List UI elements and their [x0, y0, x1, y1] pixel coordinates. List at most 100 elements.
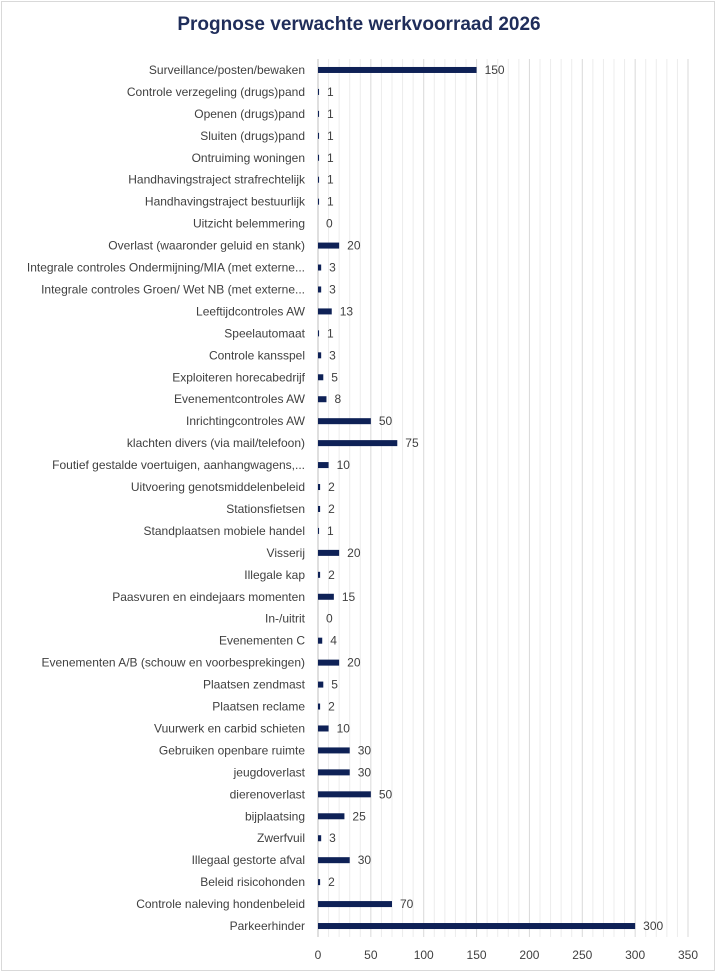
bar	[318, 549, 340, 556]
x-tick-label: 250	[572, 948, 592, 962]
category-label: Paasvuren en eindejaars momenten	[112, 590, 305, 604]
category-label: bijplaatsing	[245, 809, 305, 823]
category-label: Stationsfietsen	[226, 502, 305, 516]
bar	[318, 264, 322, 271]
data-label: 3	[329, 261, 336, 275]
bar	[318, 440, 398, 447]
data-label: 10	[337, 721, 351, 735]
category-label: Integrale controles Groen/ Wet NB (met e…	[41, 282, 305, 296]
category-label: Illegaal gestorte afval	[192, 853, 305, 867]
category-label: Standplaatsen mobiele handel	[144, 524, 305, 538]
category-label: Inrichtingcontroles AW	[186, 414, 306, 428]
data-label: 20	[347, 239, 361, 253]
category-label: Illegale kap	[244, 568, 305, 582]
bar	[318, 132, 320, 139]
data-label: 50	[379, 787, 393, 801]
data-label: 15	[342, 590, 356, 604]
category-label: Uitzicht belemmering	[193, 217, 305, 231]
data-label: 70	[400, 897, 414, 911]
data-label: 1	[327, 85, 334, 99]
bar	[318, 66, 477, 73]
bar	[318, 110, 320, 117]
category-label: Openen (drugs)pand	[194, 107, 305, 121]
bar	[318, 659, 340, 666]
category-label: Ontruiming woningen	[192, 151, 305, 165]
chart-title: Prognose verwachte werkvoorraad 2026	[177, 14, 541, 35]
bar	[318, 747, 350, 754]
bar	[318, 88, 320, 95]
x-tick-label: 350	[678, 948, 698, 962]
category-label: Leeftijdcontroles AW	[196, 304, 306, 318]
bar	[318, 593, 334, 600]
bar	[318, 505, 321, 512]
category-label: Controle naleving hondenbeleid	[136, 897, 305, 911]
data-label: 75	[405, 436, 419, 450]
bar	[318, 154, 320, 161]
data-label: 8	[334, 392, 341, 406]
bar	[318, 681, 324, 688]
data-label: 3	[329, 282, 336, 296]
data-label: 2	[328, 875, 335, 889]
data-label: 3	[329, 348, 336, 362]
bar	[318, 791, 371, 798]
bar	[318, 527, 320, 534]
bar	[318, 484, 321, 491]
bar	[318, 462, 329, 469]
data-label: 1	[327, 151, 334, 165]
x-tick-label: 0	[315, 948, 322, 962]
bar	[318, 352, 322, 359]
data-label: 150	[485, 63, 505, 77]
data-label: 30	[358, 765, 372, 779]
data-label: 13	[340, 304, 354, 318]
bar	[318, 923, 636, 930]
data-label: 10	[337, 458, 351, 472]
category-label: Sluiten (drugs)pand	[200, 129, 305, 143]
category-label: Evenementen A/B (schouw en voorbesprekin…	[42, 656, 306, 670]
bar	[318, 835, 322, 842]
x-tick-label: 100	[414, 948, 434, 962]
category-label: Speelautomaat	[224, 326, 305, 340]
category-label: Gebruiken openbare ruimte	[159, 743, 305, 757]
data-label: 1	[327, 107, 334, 121]
bar	[318, 308, 332, 315]
category-label: Integrale controles Ondermijning/MIA (me…	[27, 261, 305, 275]
data-label: 50	[379, 414, 393, 428]
bar	[318, 571, 321, 578]
bar	[318, 396, 327, 403]
category-label: Overlast (waaronder geluid en stank)	[108, 239, 305, 253]
data-label: 3	[329, 831, 336, 845]
data-label: 1	[327, 195, 334, 209]
bar	[318, 198, 320, 205]
category-label: Evenementcontroles AW	[174, 392, 306, 406]
data-label: 1	[327, 173, 334, 187]
bar	[318, 374, 324, 381]
data-label: 0	[326, 217, 333, 231]
category-label: klachten divers (via mail/telefoon)	[127, 436, 305, 450]
category-label: Handhavingstraject bestuurlijk	[145, 195, 306, 209]
category-label: Controle kansspel	[209, 348, 305, 362]
bar	[318, 330, 320, 337]
bar	[318, 813, 345, 820]
x-tick-label: 150	[467, 948, 487, 962]
category-label: Surveillance/posten/bewaken	[149, 63, 305, 77]
data-label: 2	[328, 502, 335, 516]
data-label: 5	[331, 370, 338, 384]
category-label: In-/uitrit	[265, 612, 306, 626]
data-label: 300	[643, 919, 663, 933]
data-label: 1	[327, 524, 334, 538]
bar	[318, 725, 329, 732]
category-label: Controle verzegeling (drugs)pand	[127, 85, 305, 99]
data-label: 4	[330, 634, 337, 648]
data-label: 30	[358, 743, 372, 757]
data-label: 20	[347, 546, 361, 560]
x-tick-label: 300	[625, 948, 645, 962]
category-label: dierenoverlast	[230, 787, 306, 801]
category-label: Exploiteren horecabedrijf	[172, 370, 305, 384]
bar	[318, 857, 350, 864]
bar	[318, 703, 321, 710]
category-label: Evenementen C	[219, 634, 305, 648]
category-label: Plaatsen zendmast	[203, 678, 306, 692]
data-label: 2	[328, 480, 335, 494]
